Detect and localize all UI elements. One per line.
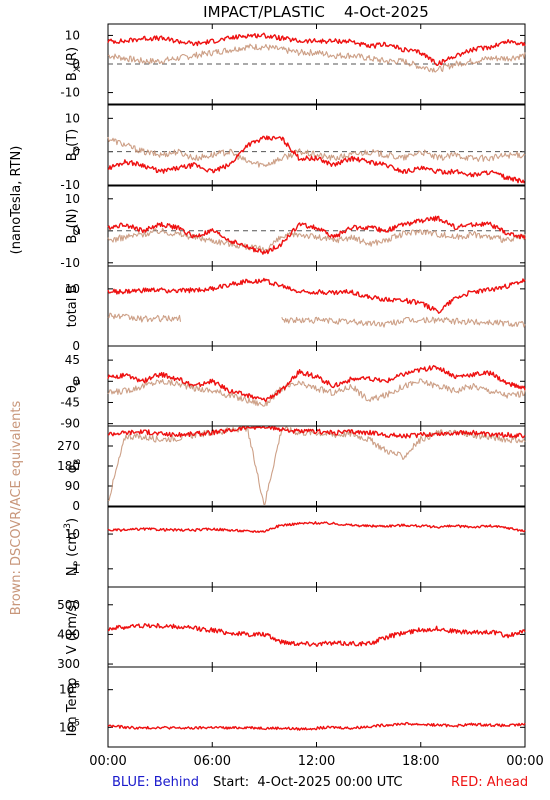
panel-frame	[107, 425, 526, 507]
y-tick-label: 0	[72, 145, 80, 159]
y-tick-label: 0	[72, 499, 80, 513]
series-red-btot	[107, 277, 526, 314]
series-red-by	[107, 135, 526, 184]
panel-frame	[107, 345, 526, 427]
y-tick-label: 1	[72, 562, 80, 576]
footer-red-label: RED: Ahead	[451, 775, 528, 790]
series-red-bx	[107, 32, 526, 66]
y-axis-label: BX(R)	[65, 47, 83, 81]
panel-frame	[107, 666, 526, 748]
y-axis-label: NP (cm-3)	[63, 518, 83, 576]
y-tick-label: 270	[57, 439, 80, 453]
panel-v: 500 400 300 V (km/s)	[57, 586, 526, 671]
y-tick-label: 400	[57, 627, 80, 641]
y-axis-label: V (km/s)	[65, 600, 80, 655]
y-tick-label: 45	[65, 353, 80, 367]
x-tick-label: 12:00	[298, 754, 335, 769]
y-tick-label: -10	[60, 178, 80, 192]
series-brown-btot	[107, 312, 526, 328]
y-tick-label: 90	[65, 479, 80, 493]
x-tick-label: 00:00	[89, 754, 126, 769]
y-axis-label: BZ(N)	[65, 209, 83, 244]
y-axis-label: BY(T)	[65, 129, 83, 162]
panel-frame	[107, 586, 526, 668]
series-red-np	[107, 521, 526, 533]
panel-bx: 10 0 -10 BX(R)	[60, 23, 526, 105]
y-tick-label: 10	[65, 192, 80, 206]
series-brown-bz	[107, 227, 526, 252]
y-axis-label: Ion Temp	[65, 678, 80, 737]
y-tick-label: 180	[57, 459, 80, 473]
time-axis: 00:00 06:00 12:00 18:00 00:00	[89, 754, 543, 769]
y-tick-label: 0	[72, 374, 80, 388]
y-tick-label: 10	[65, 111, 80, 125]
brown-legend-side-label: Brown: DSCOVR/ACE equivalents	[9, 401, 24, 616]
y-axis-label: total B	[65, 285, 80, 328]
footer-start-label: Start: 4-Oct-2025 00:00 UTC	[213, 775, 402, 790]
y-tick-label: 0	[72, 339, 80, 353]
footer-blue-label: BLUE: Behind	[112, 775, 199, 790]
y-tick-label: 500	[57, 598, 80, 612]
y-tick-label: -10	[60, 86, 80, 100]
y-tick-label: 0	[72, 57, 80, 71]
x-tick-label: 06:00	[194, 754, 231, 769]
panels-group: 100-10BX(R)100-10BY(T)100-10BZ(N)100tota…	[57, 23, 526, 748]
panel-bz: 10 0 -10 BZ(N)	[60, 185, 526, 270]
panel-theta: 45 0 -45 -90 θB	[60, 345, 526, 431]
y-tick-label: 300	[57, 657, 80, 671]
series-red-bz	[107, 215, 526, 255]
units-side-label: (nanoTesla, RTN)	[9, 146, 24, 255]
plot-title: IMPACT/PLASTIC 4-Oct-2025	[203, 3, 429, 21]
series-red-v	[107, 623, 526, 647]
series-red-temp	[107, 721, 526, 731]
series-red-phi	[107, 426, 526, 439]
y-tick-label: -90	[60, 417, 80, 431]
y-tick-label: 0	[72, 224, 80, 238]
series-red-theta	[107, 364, 526, 403]
panel-by: 10 0 -10 BY(T)	[60, 104, 526, 192]
panel-frame	[107, 265, 526, 347]
y-tick-label: 10	[65, 28, 80, 42]
y-tick-label: -10	[60, 256, 80, 270]
panel-frame	[107, 506, 526, 588]
x-tick-label: 00:00	[506, 754, 543, 769]
series-brown-phi	[107, 426, 526, 505]
series-brown-theta	[107, 378, 526, 407]
y-tick-label: 10	[65, 527, 80, 541]
y-tick-label: -45	[60, 395, 80, 409]
series-brown-bx	[107, 43, 526, 73]
y-tick-label: 10	[65, 282, 80, 296]
x-tick-label: 18:00	[402, 754, 439, 769]
y-axis-label: θB	[65, 379, 83, 393]
panel-btot: 10 0 total B	[65, 265, 526, 353]
panel-np: 10 1NP (cm-3)	[63, 506, 526, 588]
